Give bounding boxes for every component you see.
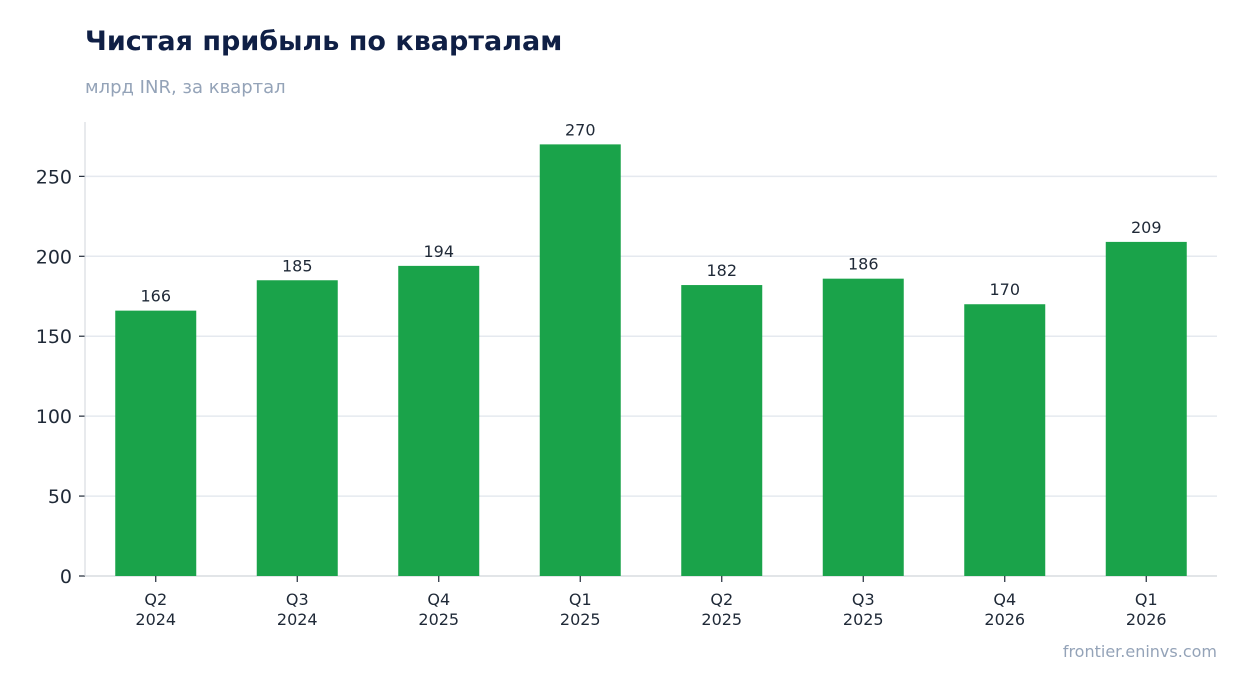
y-tick-label: 150 bbox=[36, 326, 72, 348]
bar bbox=[964, 304, 1046, 576]
data-label: 186 bbox=[848, 255, 879, 274]
x-tick-label-quarter: Q1 bbox=[1135, 590, 1158, 609]
data-label: 270 bbox=[565, 120, 596, 139]
y-tick-label: 50 bbox=[48, 486, 72, 508]
data-label: 166 bbox=[140, 287, 171, 306]
grid-lines bbox=[85, 175, 1217, 497]
x-tick-label-year: 2025 bbox=[418, 610, 459, 629]
bar bbox=[681, 285, 763, 576]
bar bbox=[115, 310, 197, 576]
data-label: 209 bbox=[1131, 218, 1162, 237]
x-tick-label-quarter: Q4 bbox=[427, 590, 450, 609]
x-tick-label-quarter: Q3 bbox=[286, 590, 309, 609]
data-label: 182 bbox=[706, 261, 737, 280]
bar bbox=[398, 265, 480, 576]
chart-subtitle: млрд INR, за квартал bbox=[85, 77, 286, 98]
x-tick-label-quarter: Q2 bbox=[710, 590, 733, 609]
data-label: 185 bbox=[282, 256, 313, 275]
x-tick-label-year: 2025 bbox=[560, 610, 601, 629]
bar bbox=[1105, 241, 1187, 577]
bar bbox=[256, 280, 338, 576]
x-tick-label-quarter: Q4 bbox=[993, 590, 1016, 609]
labels: 050100150200250166Q22024185Q32024194Q420… bbox=[36, 120, 1167, 629]
x-tick-label-quarter: Q1 bbox=[569, 590, 592, 609]
y-tick-label: 0 bbox=[60, 566, 72, 588]
source-footer: frontier.eninvs.com bbox=[1062, 642, 1217, 661]
x-tick-label-year: 2025 bbox=[843, 610, 884, 629]
y-tick-label: 250 bbox=[36, 166, 72, 188]
data-label: 194 bbox=[423, 242, 454, 261]
x-tick-label-year: 2026 bbox=[984, 610, 1025, 629]
bars bbox=[115, 144, 1187, 577]
axes bbox=[79, 122, 1217, 582]
y-tick-label: 100 bbox=[36, 406, 72, 428]
bar bbox=[539, 144, 621, 576]
x-tick-label-year: 2026 bbox=[1126, 610, 1167, 629]
data-label: 170 bbox=[989, 280, 1020, 299]
y-tick-label: 200 bbox=[36, 246, 72, 268]
bar bbox=[822, 278, 904, 576]
x-tick-label-year: 2024 bbox=[135, 610, 176, 629]
x-tick-label-quarter: Q3 bbox=[852, 590, 875, 609]
chart-title: Чистая прибыль по кварталам bbox=[85, 26, 563, 57]
x-tick-label-year: 2024 bbox=[277, 610, 318, 629]
x-tick-label-year: 2025 bbox=[701, 610, 742, 629]
x-tick-label-quarter: Q2 bbox=[144, 590, 167, 609]
